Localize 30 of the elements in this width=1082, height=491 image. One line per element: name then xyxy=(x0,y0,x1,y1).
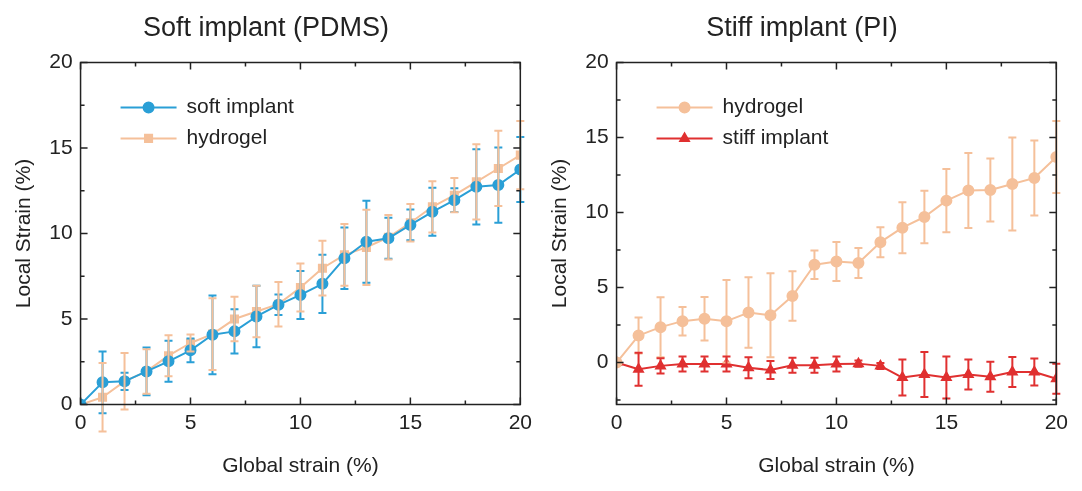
y-tick-label: 5 xyxy=(596,274,609,298)
y-tick-label: 10 xyxy=(49,220,73,244)
x-tick-label: 20 xyxy=(1044,410,1068,433)
y-axis-title: Local Strain (%) xyxy=(547,158,571,309)
y-axis-title: Local Strain (%) xyxy=(11,158,35,309)
x-tick-label: 20 xyxy=(508,410,532,433)
x-tick-label: 0 xyxy=(74,410,87,433)
x-tick-label: 15 xyxy=(398,410,423,433)
y-tick-label: 0 xyxy=(596,349,609,373)
y-tick-label: 15 xyxy=(49,134,73,158)
x-tick-label: 5 xyxy=(720,410,733,433)
legend-label: hydrogel xyxy=(722,94,804,118)
x-axis-title: Global strain (%) xyxy=(222,453,379,477)
y-tick-label: 20 xyxy=(49,49,73,73)
y-tick-label: 5 xyxy=(60,305,73,329)
x-tick-label: 15 xyxy=(934,410,959,433)
x-tick-label: 10 xyxy=(824,410,849,433)
x-tick-label: 10 xyxy=(288,410,313,433)
legend-label: soft implant xyxy=(186,94,295,118)
y-tick-label: 0 xyxy=(60,391,73,415)
x-axis-title: Global strain (%) xyxy=(758,453,915,477)
legend-label: hydrogel xyxy=(186,125,268,149)
chart-title: Soft implant (PDMS) xyxy=(142,11,390,42)
y-tick-label: 20 xyxy=(585,49,609,73)
legend-label: stiff implant xyxy=(722,125,829,149)
y-tick-label: 15 xyxy=(585,124,609,148)
y-tick-label: 10 xyxy=(585,199,609,223)
chart-title: Stiff implant (PI) xyxy=(706,11,898,42)
x-tick-label: 5 xyxy=(184,410,197,433)
x-tick-label: 0 xyxy=(610,410,623,433)
